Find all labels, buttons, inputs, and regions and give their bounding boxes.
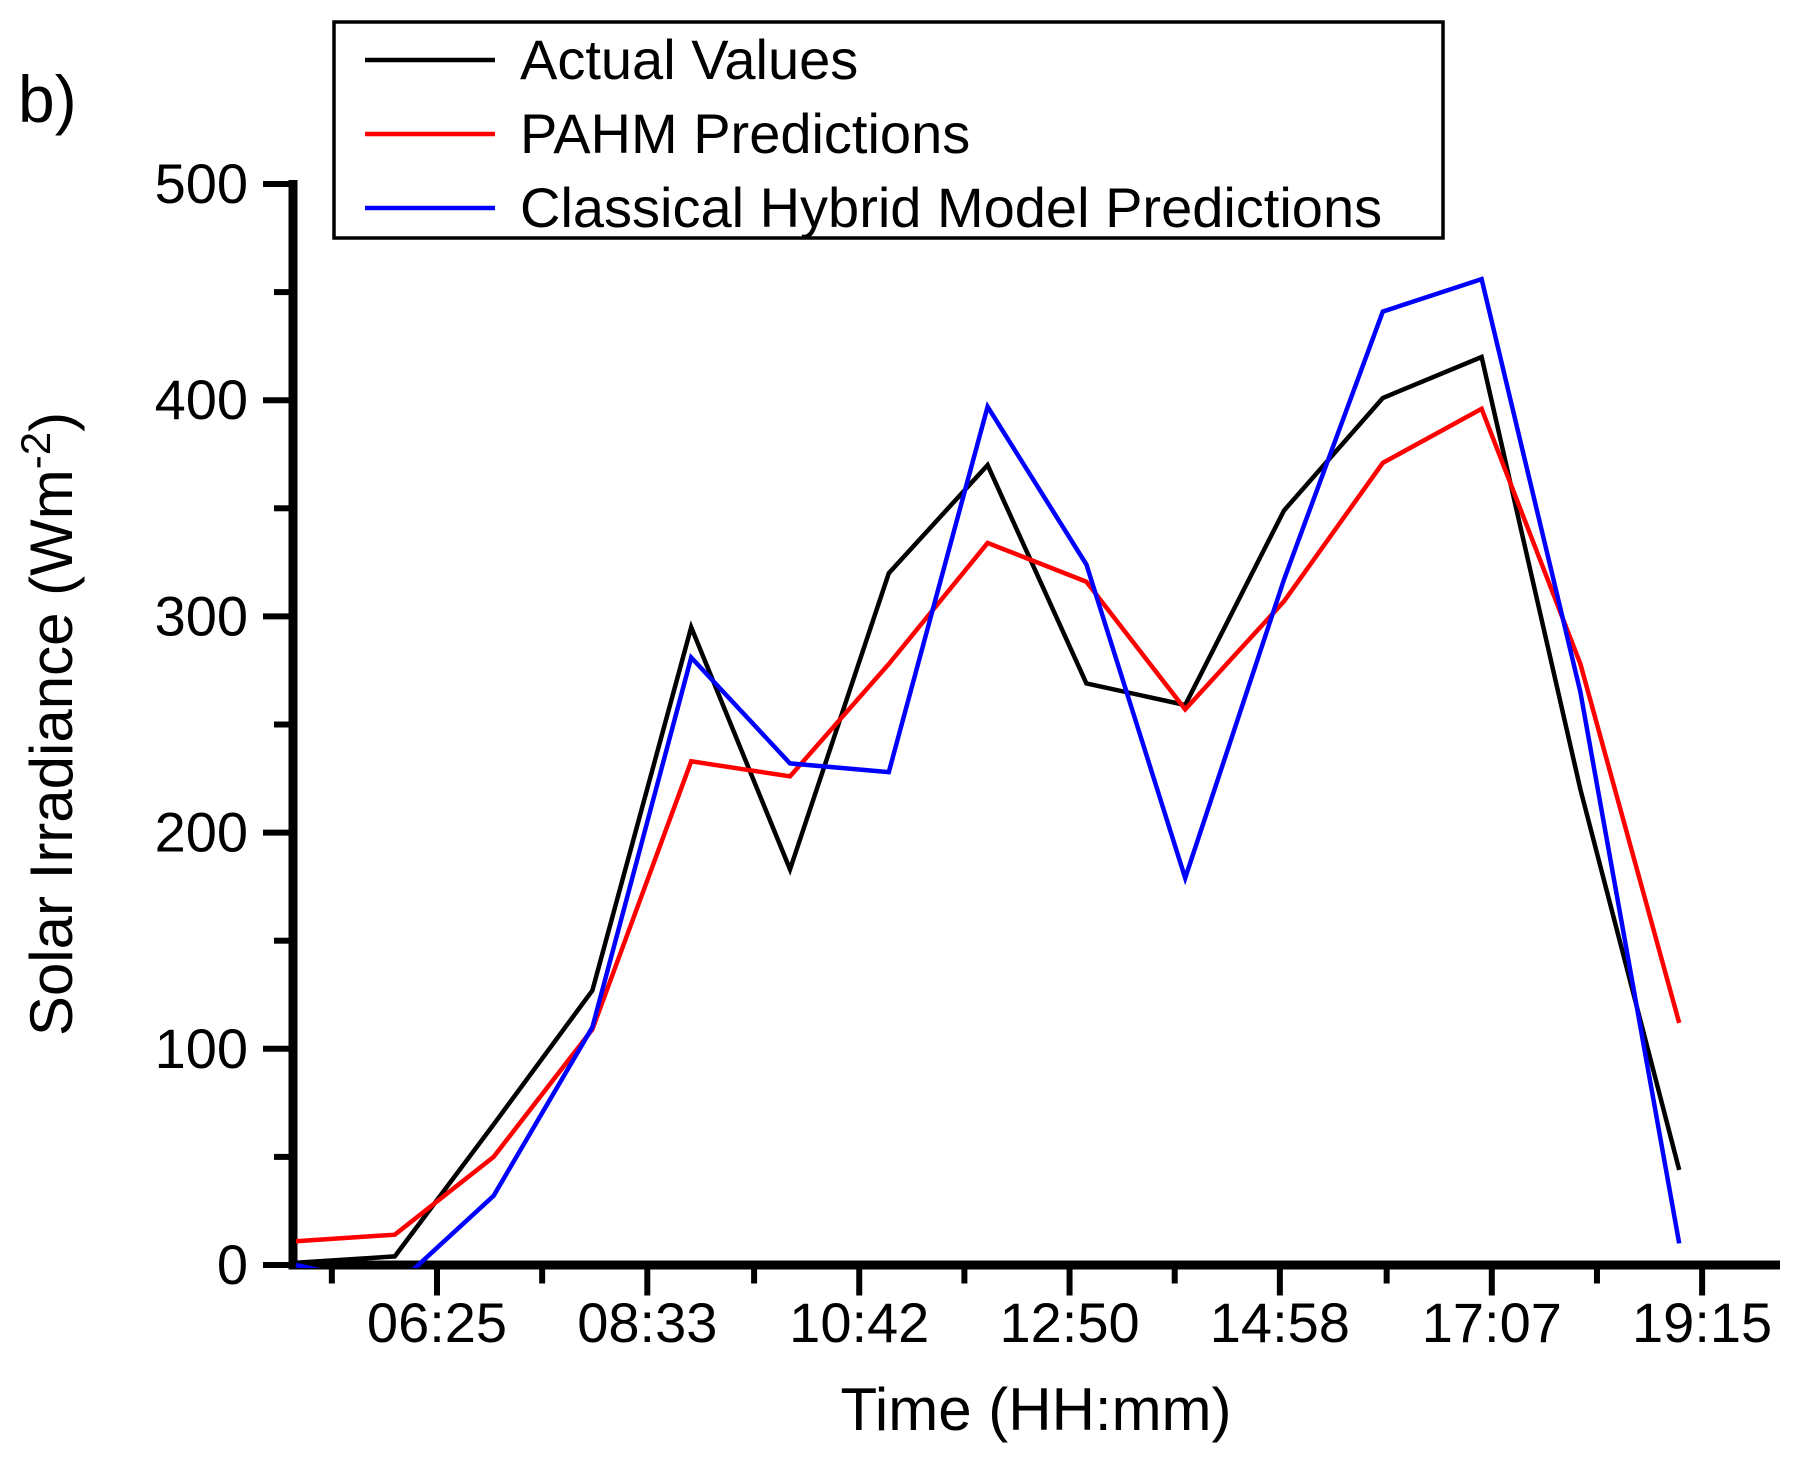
legend-label: PAHM Predictions [520,102,970,165]
series-line-classical-hybrid-model-predictions [295,276,1682,1268]
x-tick-label: 17:07 [1422,1291,1562,1354]
y-axis-title: Solar Irradiance (Wm-2) [12,412,85,1036]
y-tick-label: 100 [155,1017,248,1080]
panel-label: b) [18,62,77,136]
x-axis-title: Time (HH:mm) [840,1376,1231,1443]
legend-label: Actual Values [520,28,858,91]
x-tick-label: 08:33 [577,1291,717,1354]
x-tick-label: 19:15 [1632,1291,1772,1354]
y-tick-label: 500 [155,152,248,215]
y-tick-label: 200 [155,801,248,864]
plot-lines [295,276,1682,1268]
y-tick-label: 0 [217,1233,248,1296]
x-tick-label: 06:25 [367,1291,507,1354]
legend-label: Classical Hybrid Model Predictions [520,176,1382,239]
legend: Actual Values PAHM Predictions Classical H… [332,20,1445,240]
y-tick-label: 300 [155,584,248,647]
series-line-pahm-predictions [295,405,1682,1244]
x-tick-label: 10:42 [789,1291,929,1354]
legend-box [332,20,1445,240]
x-tick-label: 12:50 [999,1291,1139,1354]
series-line-actual-values [295,353,1682,1266]
y-tick-label: 400 [155,368,248,431]
x-tick-label: 14:58 [1210,1291,1350,1354]
axes [263,180,1780,1296]
